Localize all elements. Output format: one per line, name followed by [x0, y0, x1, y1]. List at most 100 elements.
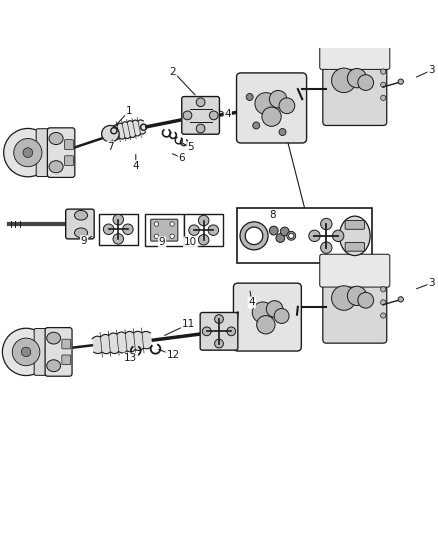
Circle shape	[253, 122, 260, 129]
Circle shape	[215, 314, 223, 324]
Circle shape	[381, 95, 386, 101]
Circle shape	[309, 230, 320, 241]
FancyBboxPatch shape	[200, 312, 238, 350]
Circle shape	[12, 338, 40, 366]
Text: 9: 9	[159, 237, 166, 247]
FancyBboxPatch shape	[237, 73, 307, 143]
Polygon shape	[92, 331, 152, 354]
Circle shape	[255, 93, 277, 115]
Circle shape	[381, 69, 386, 74]
Circle shape	[321, 242, 332, 253]
Ellipse shape	[49, 133, 63, 144]
FancyBboxPatch shape	[62, 339, 71, 349]
Text: 1: 1	[126, 106, 133, 116]
Circle shape	[274, 309, 289, 324]
Circle shape	[183, 111, 192, 120]
Circle shape	[23, 148, 33, 157]
Circle shape	[269, 91, 287, 108]
Circle shape	[332, 286, 356, 310]
Circle shape	[381, 300, 386, 305]
Circle shape	[198, 215, 209, 226]
Circle shape	[227, 327, 236, 336]
Text: 4: 4	[224, 109, 231, 119]
Text: 13: 13	[124, 353, 137, 364]
FancyBboxPatch shape	[151, 219, 178, 241]
Circle shape	[279, 128, 286, 135]
Circle shape	[347, 286, 367, 305]
Circle shape	[381, 82, 386, 87]
Text: 3: 3	[428, 65, 435, 75]
Circle shape	[113, 214, 124, 225]
Circle shape	[266, 301, 283, 317]
FancyBboxPatch shape	[323, 44, 387, 125]
Circle shape	[279, 98, 295, 114]
Ellipse shape	[339, 216, 370, 255]
FancyBboxPatch shape	[45, 328, 72, 376]
Circle shape	[123, 224, 133, 235]
FancyBboxPatch shape	[320, 37, 390, 69]
Circle shape	[246, 93, 253, 101]
Circle shape	[257, 316, 275, 334]
Circle shape	[358, 292, 374, 308]
FancyBboxPatch shape	[47, 128, 75, 177]
FancyBboxPatch shape	[34, 328, 53, 375]
Ellipse shape	[47, 332, 60, 344]
Text: 2: 2	[170, 67, 177, 77]
FancyBboxPatch shape	[64, 140, 74, 149]
Circle shape	[209, 111, 218, 120]
Circle shape	[21, 347, 31, 357]
Ellipse shape	[49, 160, 63, 173]
Circle shape	[154, 222, 159, 226]
Circle shape	[103, 224, 114, 235]
Text: 7: 7	[107, 142, 114, 152]
Circle shape	[189, 225, 199, 236]
Circle shape	[113, 233, 124, 244]
Circle shape	[398, 297, 403, 302]
Bar	[237, 208, 372, 263]
Circle shape	[208, 225, 219, 236]
FancyBboxPatch shape	[36, 128, 56, 176]
Circle shape	[269, 226, 278, 235]
Circle shape	[332, 230, 344, 241]
FancyBboxPatch shape	[182, 96, 219, 134]
Text: 8: 8	[269, 210, 276, 220]
Text: 12: 12	[166, 350, 180, 360]
Circle shape	[347, 69, 367, 88]
Ellipse shape	[47, 360, 60, 372]
Circle shape	[198, 235, 209, 245]
FancyBboxPatch shape	[345, 243, 364, 251]
Circle shape	[196, 124, 205, 133]
Circle shape	[14, 139, 42, 167]
Circle shape	[170, 234, 174, 238]
Circle shape	[358, 75, 374, 91]
Text: 10: 10	[184, 237, 197, 247]
FancyBboxPatch shape	[345, 221, 364, 229]
Circle shape	[381, 313, 386, 318]
Ellipse shape	[74, 211, 88, 220]
FancyBboxPatch shape	[320, 254, 390, 287]
Circle shape	[321, 219, 332, 230]
FancyBboxPatch shape	[66, 209, 94, 239]
Circle shape	[215, 339, 223, 348]
Ellipse shape	[102, 125, 119, 142]
Text: 4: 4	[248, 297, 255, 308]
Circle shape	[3, 328, 50, 376]
FancyBboxPatch shape	[64, 156, 74, 166]
Circle shape	[398, 79, 403, 84]
Circle shape	[4, 128, 52, 177]
Text: 9: 9	[81, 236, 88, 246]
Text: 11: 11	[182, 319, 195, 329]
Bar	[99, 214, 138, 245]
Circle shape	[332, 68, 356, 93]
Circle shape	[202, 327, 211, 336]
Circle shape	[381, 287, 386, 292]
Circle shape	[252, 302, 273, 323]
Circle shape	[154, 234, 159, 238]
Circle shape	[262, 107, 281, 126]
Circle shape	[280, 227, 289, 236]
Text: 5: 5	[187, 142, 194, 152]
FancyBboxPatch shape	[233, 283, 301, 351]
Bar	[184, 214, 223, 246]
Text: 3: 3	[428, 278, 435, 288]
FancyBboxPatch shape	[323, 262, 387, 343]
